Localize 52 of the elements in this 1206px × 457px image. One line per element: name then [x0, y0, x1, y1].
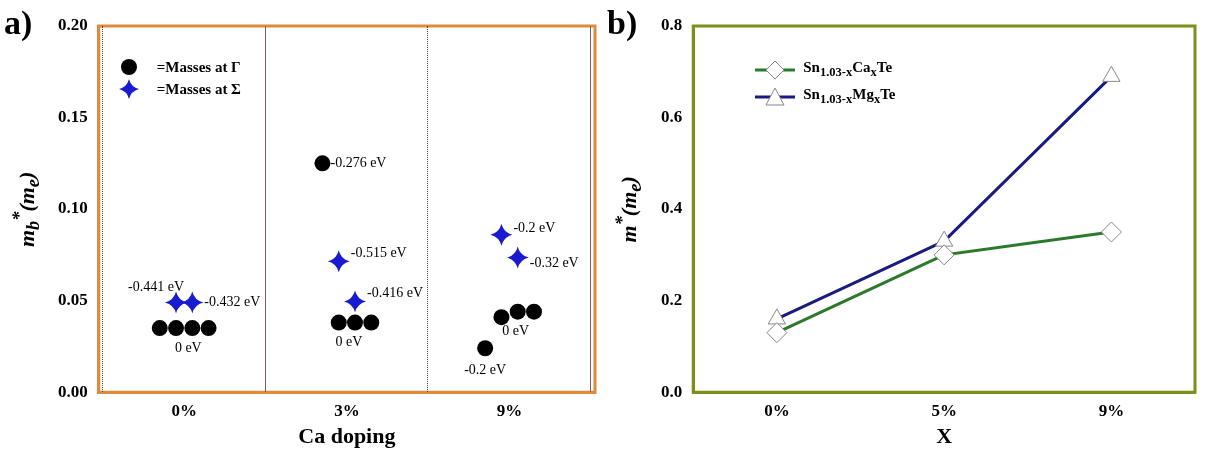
x-axis-title: X — [936, 423, 953, 449]
annotation: -0.515 eV — [350, 244, 407, 260]
annotation: 0 eV — [502, 323, 530, 339]
annotation: -0.2 eV — [464, 361, 507, 377]
y-tick-label: 0.10 — [58, 198, 88, 218]
y-tick-label: 0.15 — [58, 106, 88, 126]
x-tick-label: 3% — [334, 400, 360, 420]
annotation: -0.32 eV — [529, 255, 579, 271]
legend-label: =Masses at Γ — [156, 58, 241, 77]
y-tick-label: 0.8 — [661, 15, 683, 35]
y-tick-label: 0.20 — [58, 15, 88, 35]
legend-label: Sn$_{1.03-x}$Ca$_{x}$Te — [803, 58, 893, 81]
annotation: 0 eV — [335, 334, 363, 350]
point — [363, 314, 380, 331]
point — [168, 320, 185, 337]
annotation: -0.432 eV — [204, 294, 261, 310]
x-tick-label: 0% — [171, 400, 197, 420]
chart-title: b) — [607, 4, 638, 42]
annotation: -0.441 eV — [128, 279, 185, 295]
point — [490, 223, 513, 246]
x-tick-label: 9% — [496, 400, 523, 420]
point — [477, 340, 494, 357]
annotation: -0.416 eV — [367, 285, 424, 301]
point — [327, 250, 350, 273]
legend-label: =Masses at Σ — [156, 80, 241, 99]
annotation: -0.2 eV — [513, 220, 556, 236]
point — [184, 320, 201, 337]
x-axis-title: Ca doping — [298, 423, 396, 449]
x-tick-label: 9% — [1098, 400, 1125, 420]
point — [344, 290, 367, 313]
y-tick-label: 0.2 — [661, 290, 683, 310]
legend-label: Sn$_{1.03-x}$Mg$_{x}$Te — [803, 85, 896, 108]
y-tick-label: 0.0 — [661, 381, 683, 401]
point — [330, 314, 347, 331]
point — [509, 303, 526, 320]
y-tick-label: 0.4 — [661, 198, 683, 218]
point — [506, 246, 529, 269]
y-tick-label: 0.05 — [58, 290, 88, 310]
x-tick-label: 5% — [931, 400, 957, 420]
annotation: -0.276 eV — [330, 155, 387, 170]
point — [181, 291, 204, 314]
x-tick-label: 0% — [764, 400, 790, 420]
y-tick-label: 0.6 — [661, 106, 683, 126]
y-tick-label: 0.00 — [58, 381, 88, 401]
point — [525, 303, 542, 320]
point — [493, 309, 510, 326]
point — [151, 320, 168, 337]
point — [347, 314, 364, 331]
chart-title: a) — [4, 4, 33, 42]
point — [314, 155, 331, 172]
annotation: 0 eV — [174, 339, 202, 355]
point — [200, 320, 217, 337]
